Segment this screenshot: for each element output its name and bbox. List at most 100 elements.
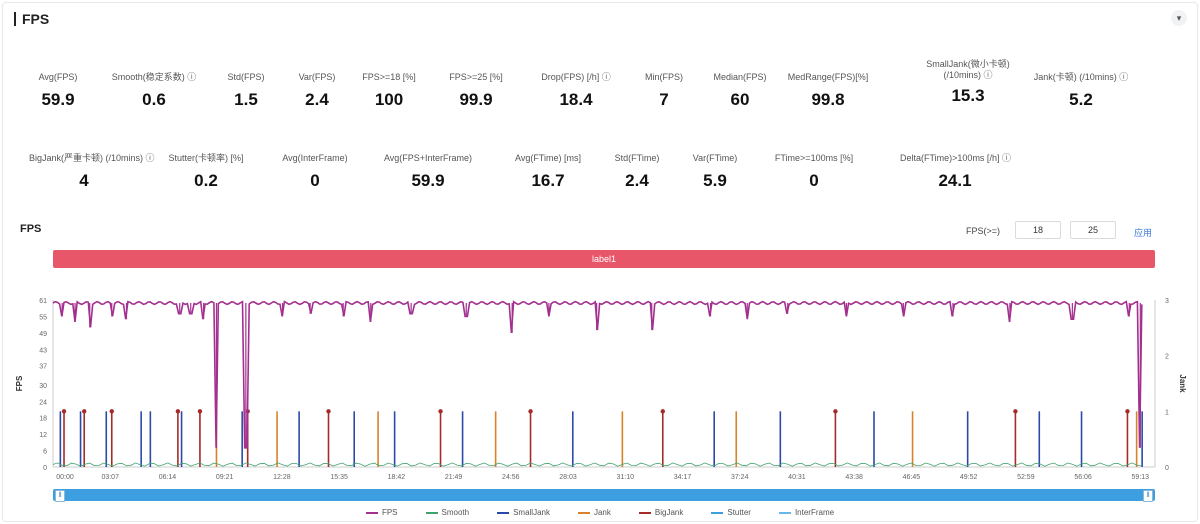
stat-label: Delta(FTime)>100ms [/h] ⓘ [900,153,1011,163]
legend-item-bigjank[interactable]: BigJank [638,508,684,517]
header-accent-bar [14,12,16,26]
stat-label: Avg(InterFrame) [282,153,348,163]
x-tick-label: 52:59 [1017,474,1035,480]
fps-series-line [52,300,1143,449]
apply-button[interactable]: 应用 [1134,228,1153,238]
stat-value: 99.8 [811,90,845,109]
x-tick-label: 56:06 [1074,474,1092,480]
stat-r2-4: Avg(FTime) [ms] 16.7 [493,153,603,191]
legend-item-smalljank[interactable]: SmallJank [497,508,550,517]
stat-r2-6: Var(FTime) 5.9 [660,153,770,191]
legend-swatch [778,511,791,514]
stat-label: Avg(FPS+InterFrame) [383,153,473,163]
stat-value: 59.9 [41,90,75,109]
legend-swatch [577,511,590,514]
stat-r1-9: MedRange(FPS)[%] 99.8 [773,72,883,110]
y-axis-title: FPS [15,375,24,391]
y-tick-label: 24 [39,399,47,406]
x-tick-label: 00:00 [56,474,74,480]
legend-label: FPS [381,508,398,517]
time-range-slider[interactable]: ⦀ ⦀ [53,489,1155,502]
y-tick-label: 6 [43,449,47,456]
y2-tick-label: 3 [1165,298,1169,305]
slider-right-handle[interactable]: ⦀ [1143,490,1153,502]
x-tick-label: 12:28 [273,474,291,480]
stat-r2-2: Avg(InterFrame) 0 [260,153,370,191]
stat-r1-11: Jank(卡顿) (/10mins) ⓘ 5.2 [1026,72,1136,110]
stat-r2-0: BigJank(严重卡顿) (/10mins) ⓘ 4 [29,153,155,191]
y2-tick-label: 0 [1165,465,1169,472]
stat-value: 100 [374,90,404,109]
x-tick-label: 49:52 [960,474,978,480]
x-tick-label: 59:13 [1132,474,1150,480]
legend-label: BigJank [654,508,684,517]
legend-swatch [425,511,438,514]
bigjank-marker [61,409,67,414]
x-tick-label: 46:45 [903,474,921,480]
legend-label: InterFrame [794,508,835,517]
y2-tick-label: 2 [1165,354,1169,361]
stat-r1-5: FPS>=25 [%] 99.9 [421,72,531,110]
stat-label: Smooth(稳定系数) ⓘ [111,72,197,82]
stat-value: 24.1 [938,171,972,190]
stat-r1-10: SmallJank(微小卡顿) (/10mins) ⓘ 15.3 [913,59,1023,106]
stat-value: 1.5 [234,90,258,109]
y2-tick-label: 1 [1165,409,1169,416]
threshold-label: FPS(>=) [966,226,1001,236]
chart-legend: FPS Smooth SmallJank Jank BigJank Stutter Inte… [0,508,1200,517]
stat-value: 18.4 [559,90,593,109]
label-bar[interactable]: label1 [53,250,1155,268]
bigjank-marker [660,409,665,414]
stat-label: Median(FPS) [713,72,767,82]
stat-label: Var(FTime) [692,153,738,163]
legend-label: Jank [593,508,611,517]
stat-label: Drop(FPS) [/h] ⓘ [541,72,611,82]
x-tick-label: 21:49 [445,474,463,480]
stat-label: Std(FTime) [614,153,660,163]
stat-value: 99.9 [459,90,493,109]
legend-item-smooth[interactable]: Smooth [425,508,470,517]
stat-r2-5: Std(FTime) 2.4 [582,153,692,191]
chart-title: FPS [20,223,42,235]
x-tick-label: 03:07 [101,474,119,480]
stat-r1-3: Var(FPS) 2.4 [262,72,372,110]
legend-item-stutter[interactable]: Stutter [711,508,751,517]
stat-label: FPS>=18 [%] [362,72,416,82]
y-tick-label: 0 [43,465,47,472]
stat-label: Min(FPS) [645,72,683,82]
stat-r1-4: FPS>=18 [%] 100 [334,72,444,110]
slider-left-handle[interactable]: ⦀ [55,490,65,502]
y-tick-label: 55 [39,314,47,321]
legend-label: Smooth [441,508,470,517]
stat-value: 2.4 [305,90,329,109]
threshold-low-input[interactable] [1015,221,1061,239]
stat-r2-1: Stutter(卡顿率) [%] 0.2 [151,153,261,191]
y-tick-label: 30 [39,383,47,390]
legend-swatch [711,511,724,514]
stat-value: 60 [730,90,750,109]
legend-swatch [638,511,651,514]
stat-value: 16.7 [531,171,565,190]
stat-label: Var(FPS) [298,72,336,82]
chevron-down-icon[interactable]: ▾ [1171,10,1187,26]
stat-value: 4 [79,171,89,190]
legend-item-jank[interactable]: Jank [577,508,611,517]
stat-r2-7: FTime>=100ms [%] 0 [759,153,869,191]
bigjank-marker [82,409,87,414]
x-tick-label: 06:14 [159,474,177,480]
y-tick-label: 18 [39,416,47,423]
stat-label: BigJank(严重卡顿) (/10mins) ⓘ [29,153,155,163]
x-tick-label: 24:56 [502,474,520,480]
x-tick-label: 28:03 [559,474,577,480]
stat-r1-7: Min(FPS) 7 [609,72,719,110]
x-tick-label: 31:10 [617,474,635,480]
legend-label: SmallJank [513,508,550,517]
bigjank-marker [833,409,838,414]
x-tick-label: 37:24 [731,474,749,480]
threshold-high-input[interactable] [1070,221,1116,239]
panel-header: FPS ▾ [3,3,1197,35]
legend-item-fps[interactable]: FPS [365,508,398,517]
x-tick-label: 43:38 [845,474,863,480]
legend-item-interframe[interactable]: InterFrame [778,508,835,517]
